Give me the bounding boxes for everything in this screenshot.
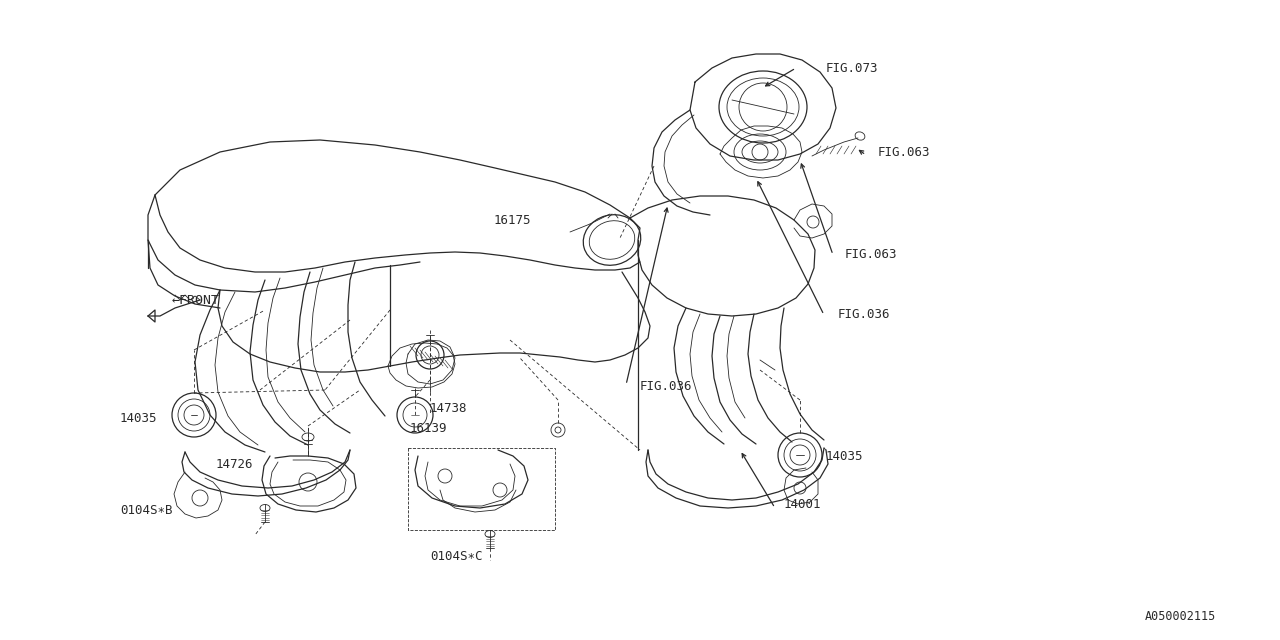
Text: 16175: 16175 [494, 214, 531, 227]
Text: 16139: 16139 [410, 422, 448, 435]
Text: A050002115: A050002115 [1146, 609, 1216, 623]
Text: FIG.073: FIG.073 [826, 61, 878, 74]
Text: 14035: 14035 [120, 412, 157, 424]
Text: FIG.036: FIG.036 [838, 307, 891, 321]
Text: 14726: 14726 [216, 458, 253, 470]
Text: FIG.036: FIG.036 [640, 380, 692, 392]
Text: FIG.063: FIG.063 [845, 248, 897, 260]
Text: 14738: 14738 [430, 401, 467, 415]
Text: ←FRONT: ←FRONT [172, 294, 220, 307]
Text: 14001: 14001 [785, 497, 822, 511]
Text: 14035: 14035 [826, 449, 864, 463]
Text: 0104S∗C: 0104S∗C [430, 550, 483, 563]
Text: FIG.063: FIG.063 [878, 145, 931, 159]
Text: 0104S∗B: 0104S∗B [120, 504, 173, 516]
